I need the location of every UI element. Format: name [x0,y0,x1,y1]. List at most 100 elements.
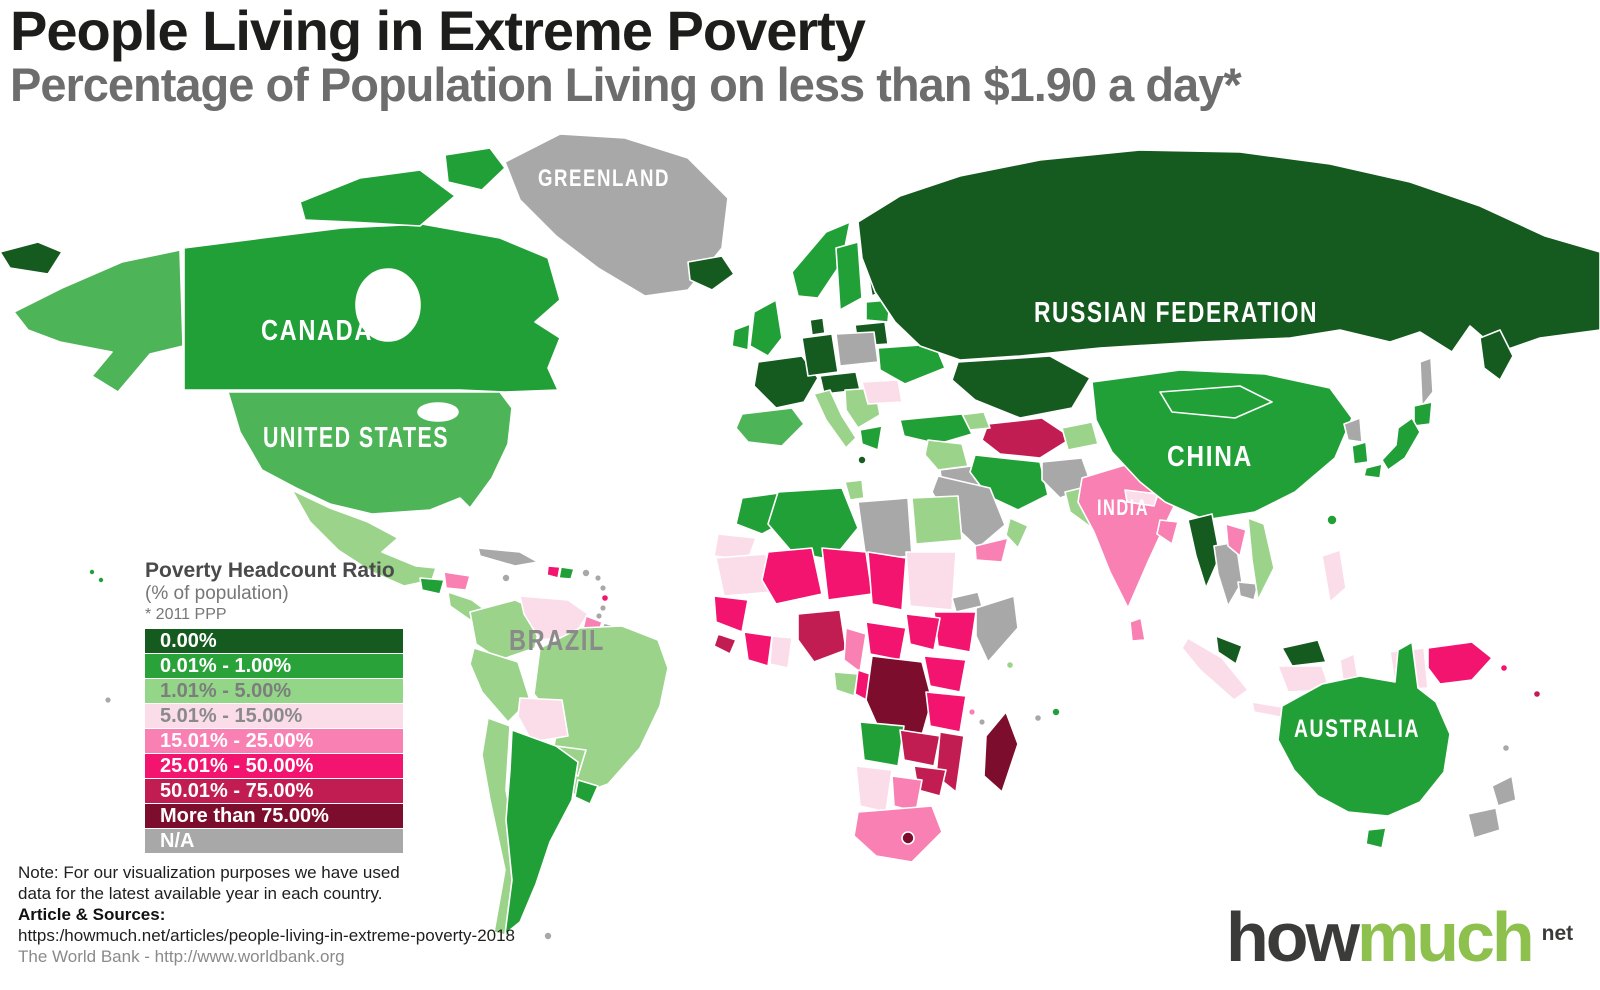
region-cambodia [1237,581,1259,601]
source-worldbank: The World Bank - http://www.worldbank.or… [18,947,345,966]
region-uzbek-turkmen [981,417,1073,459]
region-namibia [855,765,893,813]
region-argentina [504,729,579,935]
region-mongolia [1159,385,1273,419]
region-somalia [975,595,1019,663]
region-iberia [735,407,805,447]
region-southafrica [853,805,943,863]
region-vietnam [1247,517,1275,601]
sources-label: Article & Sources: [18,905,166,924]
region-ssudan [905,613,941,651]
howmuch-logo: howmuch net [1226,900,1573,974]
region-mali [761,547,823,605]
map-label-china: CHINA [1167,441,1253,473]
map-label-greenland: GREENLAND [538,165,670,192]
region-malaysia-borneo [1281,639,1327,667]
region-romania [861,379,903,405]
region-canada-arctic2 [444,147,506,191]
region-alaska [13,249,184,393]
region-iceland [687,255,735,291]
region-angola [859,721,905,767]
region-china [1091,369,1353,521]
region-sakhalin [1419,357,1434,407]
region-honduras [443,571,471,591]
header: People Living in Extreme Poverty Percent… [10,0,1242,111]
region-bangladesh [1156,519,1179,545]
region-tasmania [1365,827,1387,849]
legend-item: N/A [145,829,403,853]
legend-item: 5.01% - 15.00% [145,704,403,728]
region-sierra-liberia [713,633,737,655]
region-tunisia [844,479,865,501]
region-greece [859,425,883,451]
region-zambia [899,729,941,767]
region-cameroon [843,627,867,673]
region-nz-north [1491,775,1517,807]
logo-tld: net [1541,922,1574,945]
region-italy [813,389,857,449]
region-uk [749,299,783,357]
region-niger [821,547,873,601]
region-hawaii1 [88,568,96,576]
region-puertorico [581,568,591,578]
region-newcaledonia [1501,743,1511,753]
region-sweden [835,241,863,311]
region-ghana [769,635,793,669]
region-poland [835,331,879,367]
region-falkland [543,931,553,941]
region-pacific-dot [103,695,113,705]
region-laos [1225,523,1247,557]
region-comoros [967,707,977,717]
legend-title: Poverty Headcount Ratio [145,559,395,582]
region-denmark [809,317,826,336]
logo-how: how [1226,898,1360,976]
region-sumatra [1181,637,1249,701]
region-antilles1 [593,573,603,583]
legend-ppp-note: * 2011 PPP [145,606,227,623]
legend: Poverty Headcount Ratio (% of population… [145,558,403,854]
region-russia [857,149,1600,361]
region-taiwan [1326,514,1338,526]
region-kazakhstan [951,355,1091,419]
region-antilles2 [598,583,608,593]
region-bolivia [517,697,569,743]
map-label-russia: RUSSIAN FEDERATION [1034,297,1318,329]
region-kyushu [1363,463,1383,479]
legend-item: 1.01% - 5.00% [145,679,403,703]
legend-item: 0.00% [145,629,403,653]
region-france [753,355,819,409]
region-oman [1005,517,1029,549]
region-canada-arctic1 [299,169,456,227]
page-subtitle: Percentage of Population Living on less … [10,58,1242,111]
region-nepal [1124,489,1159,507]
map-label-australia: AUSTRALIA [1294,715,1420,743]
region-egypt [911,495,963,545]
hudson-bay [355,268,421,342]
region-yemen [974,537,1009,563]
source-url: https:/howmuch.net/articles/people-livin… [18,926,516,945]
region-japan [1381,417,1421,471]
region-nkorea [1343,417,1363,443]
region-malaysia-pen [1215,635,1243,665]
region-car [865,621,907,661]
map-label-brazil: BRAZIL [509,625,605,657]
great-lakes [417,402,459,422]
legend-item: 25.01% - 50.00% [145,754,403,778]
region-peru [469,647,531,723]
logo-wordmark: howmuch [1226,898,1535,976]
region-solomon [1499,663,1509,673]
region-germany [801,333,839,377]
map-label-india: INDIA [1097,495,1149,520]
region-myanmar [1187,513,1221,589]
region-ivorycoast [743,631,773,667]
legend-rows: 0.00% 0.01% - 1.00% 1.01% - 5.00% 5.01% - 1… [145,629,403,853]
region-seychelles [1005,660,1015,670]
region-nigeria [797,609,847,663]
region-cuba [477,547,539,567]
region-malta [857,455,867,465]
region-uruguay [574,779,599,805]
region-libya [857,497,913,561]
page-title: People Living in Extreme Poverty [10,0,866,62]
region-reunion [1033,713,1043,723]
